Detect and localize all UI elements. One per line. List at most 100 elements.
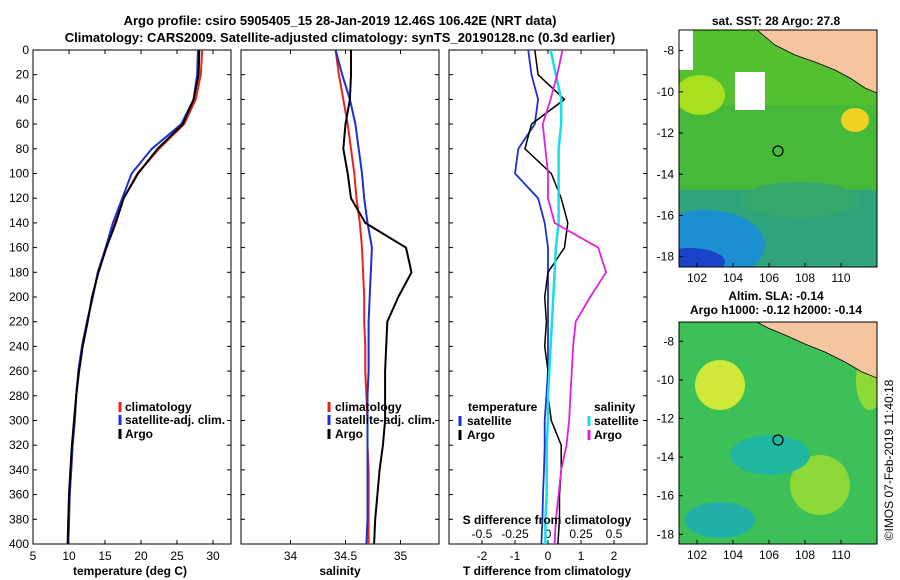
sdiff-axis-label: S difference from climatology — [463, 513, 632, 527]
x-tick-label: 0 — [545, 549, 552, 563]
sst-map — [679, 30, 877, 267]
depth-tick-label: 40 — [16, 92, 30, 106]
legend-climatology: climatology — [125, 400, 192, 414]
depth-tick-label: 120 — [9, 191, 29, 205]
temperature-series — [66, 50, 204, 544]
difference-series — [514, 50, 608, 544]
tdiff-x-axis: -2 -1 0 1 2 — [477, 50, 618, 563]
sdiff-tick-label: -0.25 — [501, 527, 529, 541]
sla-high-patch — [790, 455, 850, 515]
sst-cloud-mask — [735, 72, 765, 110]
map-y-tick-label: -12 — [657, 126, 675, 140]
map-y-tick-label: -14 — [657, 167, 675, 181]
map-y-tick-label: -14 — [657, 450, 675, 464]
sst-land-java — [756, 30, 877, 94]
sla-land-java — [756, 322, 877, 379]
salinity-axis-label: salinity — [319, 564, 361, 578]
map-y-tick-label: -18 — [657, 250, 675, 264]
sla-high-patch — [695, 360, 745, 410]
map-x-tick-label: 108 — [795, 548, 815, 562]
depth-tick-label: 320 — [9, 438, 29, 452]
temperature-line-argo — [66, 50, 201, 544]
map-y-tick-label: -10 — [657, 85, 675, 99]
map-x-tick-label: 106 — [759, 548, 779, 562]
depth-tick-label: 80 — [16, 142, 30, 156]
x-tick-label: 34 — [284, 549, 298, 563]
legend-argo: Argo — [125, 427, 153, 441]
depth-tick-label: 60 — [16, 117, 30, 131]
sla-map-title: Altim. SLA: -0.14 — [728, 289, 824, 303]
temperature-panel — [32, 49, 232, 545]
legend-head-salinity: salinity — [594, 400, 636, 414]
depth-tick-label: 340 — [9, 463, 29, 477]
legend-satellite-adj: satellite-adj. clim. — [335, 413, 435, 427]
x-tick-label: 20 — [134, 549, 148, 563]
sla-argo-marker — [772, 434, 784, 446]
sdiff-tick-label: 0 — [545, 527, 552, 541]
sdiff-tick-label: 0.5 — [606, 527, 623, 541]
sdiff-tick-label: 0.25 — [569, 527, 593, 541]
sdiff-line-satellite — [544, 50, 563, 544]
depth-tick-label: 280 — [9, 389, 29, 403]
salinity-panel — [240, 49, 440, 545]
x-tick-label: 10 — [62, 549, 76, 563]
temperature-axis-label: temperature (deg C) — [73, 564, 187, 578]
map-x-tick-label: 104 — [723, 548, 743, 562]
map-y-tick-label: -16 — [657, 489, 675, 503]
x-tick-label: 34.5 — [334, 549, 358, 563]
depth-tick-label: 100 — [9, 167, 29, 181]
sst-mid-patch — [740, 182, 860, 218]
map-x-tick-label: 104 — [723, 271, 743, 285]
legend-climatology: climatology — [335, 400, 402, 414]
title-line-2: Climatology: CARS2009. Satellite-adjuste… — [65, 30, 616, 45]
x-tick-label: -1 — [510, 549, 521, 563]
map-y-tick-label: -10 — [657, 373, 675, 387]
depth-tick-label: 180 — [9, 265, 29, 279]
salinity-x-axis: 34 34.5 35 — [284, 50, 408, 563]
sst-warm-patch — [679, 75, 725, 115]
depth-tick-label: 360 — [9, 488, 29, 502]
sst-map-frame — [678, 29, 878, 268]
map-y-tick-label: -8 — [663, 334, 674, 348]
depth-tick-label: 200 — [9, 290, 29, 304]
tdiff-axis-label: T difference from climatology — [463, 564, 631, 578]
legend-argo: Argo — [335, 427, 363, 441]
x-tick-label: 25 — [170, 549, 184, 563]
x-tick-label: 2 — [611, 549, 618, 563]
sst-cloud-mask — [679, 30, 693, 70]
depth-tick-label: 380 — [9, 512, 29, 526]
salinity-line-satellite-adj-clim- — [334, 50, 373, 544]
temperature-x-axis: 5 10 15 20 25 30 — [30, 50, 220, 563]
depth-tick-label: 140 — [9, 216, 29, 230]
map-x-tick-label: 108 — [795, 271, 815, 285]
salinity-line-argo — [342, 50, 413, 544]
sla-low-patch — [730, 435, 810, 475]
sla-map-frame — [678, 321, 878, 545]
depth-tick-label: 240 — [9, 339, 29, 353]
depth-tick-label: 160 — [9, 241, 29, 255]
legend-head-temperature: temperature — [468, 400, 538, 414]
depth-tick-label: 300 — [9, 414, 29, 428]
map-x-tick-label: 106 — [759, 271, 779, 285]
legend-s-satellite: satellite — [594, 414, 639, 428]
map-x-tick-label: 102 — [687, 271, 707, 285]
x-tick-label: 30 — [206, 549, 220, 563]
depth-axis: 0 20 40 60 80 100 120 140 160 180 200 220 240 260 280 3… — [9, 43, 647, 551]
tdiff-line-argo — [524, 50, 569, 544]
depth-tick-label: 400 — [9, 537, 29, 551]
sla-map-axes: 102 104 106 108 110 -8 -10 -12 -14 -16 -18 — [657, 334, 851, 562]
depth-tick-label: 0 — [22, 43, 29, 57]
legend-t-argo: Argo — [467, 428, 495, 442]
sst-map-axes: 102 104 106 108 110 -8 -10 -12 -14 -16 -18 — [657, 44, 851, 285]
x-tick-label: -2 — [477, 549, 488, 563]
sla-low-patch — [685, 502, 755, 538]
map-y-tick-label: -12 — [657, 412, 675, 426]
map-x-tick-label: 110 — [831, 548, 850, 562]
legend-satellite-adj: satellite-adj. clim. — [125, 413, 225, 427]
map-y-tick-label: -16 — [657, 208, 675, 222]
difference-legend: temperature salinity satellite Argo sate… — [458, 400, 639, 442]
x-tick-label: 35 — [394, 549, 408, 563]
map-x-tick-label: 102 — [687, 548, 707, 562]
legend-s-argo: Argo — [594, 428, 622, 442]
